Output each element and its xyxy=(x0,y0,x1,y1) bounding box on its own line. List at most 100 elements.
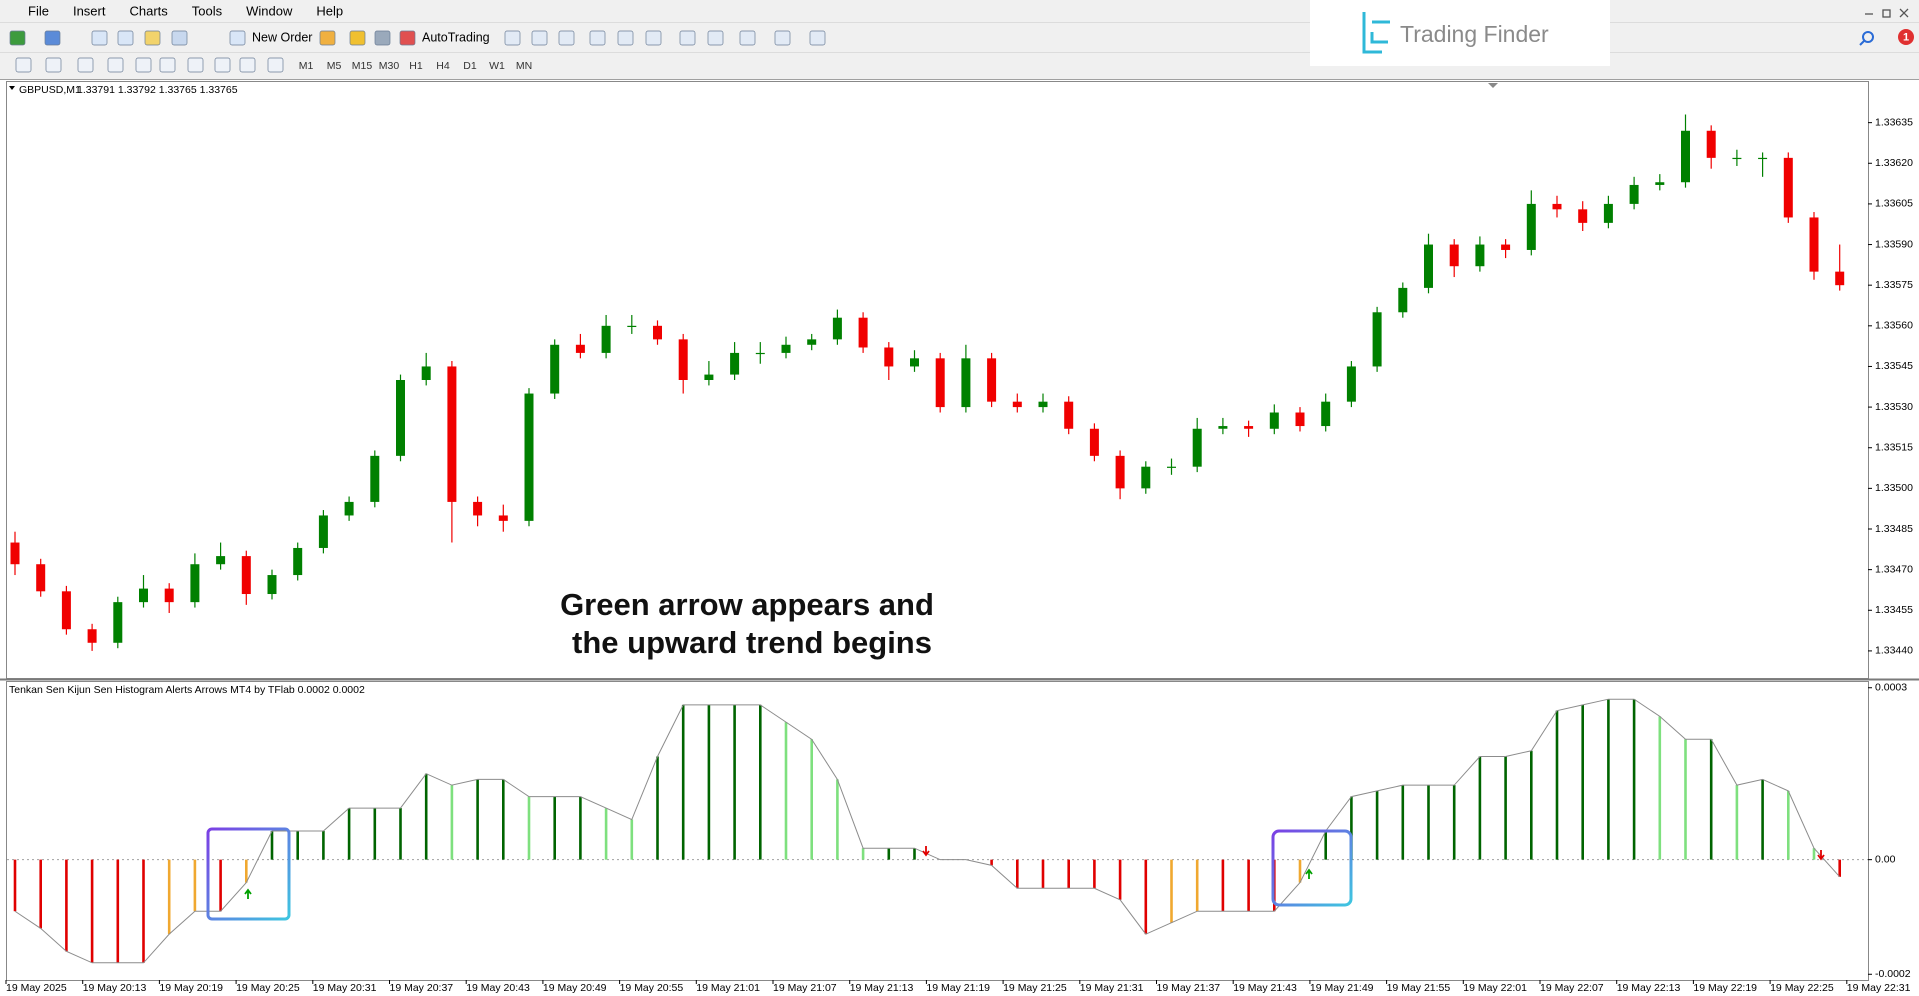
timeframe-button[interactable]: M1 xyxy=(299,60,314,72)
toolbar-icon[interactable] xyxy=(589,30,606,46)
toolbar-icon[interactable] xyxy=(645,30,662,46)
candle-body xyxy=(1038,401,1048,408)
candle-body xyxy=(961,358,971,408)
toolbar-icon[interactable] xyxy=(229,30,246,46)
candle-body xyxy=(293,547,303,576)
toolbar-icon[interactable] xyxy=(9,30,26,46)
x-tick-label: 19 May 22:25 xyxy=(1770,982,1834,994)
toolbar-icon[interactable] xyxy=(144,30,161,46)
menu-item[interactable]: Tools xyxy=(192,3,223,18)
toolbar-icon[interactable] xyxy=(774,30,791,46)
y-tick-label: 1.33500 xyxy=(1875,482,1913,494)
candle-body xyxy=(755,352,765,355)
x-tick-label: 19 May 22:07 xyxy=(1540,982,1604,994)
toolbar-icon[interactable] xyxy=(44,30,61,46)
candle-body xyxy=(1115,455,1125,489)
timeframe-button[interactable]: H1 xyxy=(409,60,423,72)
toolbar-icon[interactable] xyxy=(135,57,152,73)
toolbar-icon[interactable] xyxy=(558,30,575,46)
candle-body xyxy=(1475,244,1485,267)
toolbar-icon[interactable] xyxy=(679,30,696,46)
logo-text: Trading Finder xyxy=(1400,21,1549,47)
toolbar-icon[interactable] xyxy=(187,57,204,73)
toolbar-icon[interactable] xyxy=(504,30,521,46)
candle-body xyxy=(1244,426,1254,429)
menu-item[interactable]: Insert xyxy=(73,3,106,18)
x-tick-label: 19 May 22:31 xyxy=(1847,982,1911,994)
candle-body xyxy=(1706,130,1716,158)
y-tick-label: 1.33515 xyxy=(1875,442,1913,454)
toolbar-icon[interactable] xyxy=(319,30,336,46)
toolbar-icon[interactable] xyxy=(214,57,231,73)
toolbar-icon[interactable] xyxy=(91,30,108,46)
candle-body xyxy=(1449,244,1459,267)
toolbar-icon[interactable] xyxy=(399,30,416,46)
logo-mark xyxy=(1362,12,1390,54)
toolbar-icon[interactable] xyxy=(739,30,756,46)
annotation-line: the upward trend begins xyxy=(572,625,932,660)
toolbar-icon[interactable] xyxy=(171,30,188,46)
candle-body xyxy=(1295,412,1305,427)
candle-body xyxy=(1269,412,1279,429)
candle-body xyxy=(1501,244,1511,250)
timeframe-button[interactable]: MN xyxy=(516,60,532,72)
toolbar-icon[interactable] xyxy=(707,30,724,46)
candle-body xyxy=(1064,401,1074,429)
y-tick-label: 1.33590 xyxy=(1875,238,1913,250)
timeframe-button[interactable]: W1 xyxy=(489,60,505,72)
highlight-box xyxy=(206,827,291,921)
toolbar-icon[interactable] xyxy=(15,57,32,73)
search-and-alerts: 1 xyxy=(1859,29,1914,46)
timeframe-button[interactable]: D1 xyxy=(463,60,477,72)
toolbar-icon[interactable] xyxy=(349,30,366,46)
timeframe-button[interactable]: M15 xyxy=(352,60,373,72)
new-order-button[interactable]: New Order xyxy=(252,30,312,44)
candle-body xyxy=(884,347,894,367)
alert-badge[interactable] xyxy=(1898,29,1914,45)
candle-body xyxy=(935,358,945,408)
toolbar-icon[interactable] xyxy=(107,57,124,73)
timeframe-button[interactable]: H4 xyxy=(436,60,450,72)
candle-body xyxy=(1089,428,1099,456)
close[interactable] xyxy=(1899,8,1909,18)
toolbar-icon[interactable] xyxy=(239,57,256,73)
menu-item[interactable]: File xyxy=(28,3,49,18)
x-tick-label: 19 May 22:01 xyxy=(1463,982,1527,994)
search-icon-handle xyxy=(1859,40,1865,46)
restore[interactable] xyxy=(1882,9,1891,18)
x-tick-label: 19 May 20:25 xyxy=(236,982,300,994)
candle-body xyxy=(267,575,277,595)
menu-item[interactable]: Charts xyxy=(129,3,168,18)
candle-body xyxy=(1681,130,1690,183)
x-tick-label: 19 May 20:43 xyxy=(466,982,530,994)
window-controls xyxy=(1865,8,1909,18)
y-tick-label: 1.33440 xyxy=(1875,645,1913,657)
candle-body xyxy=(1398,287,1408,313)
timeframe-button[interactable]: M5 xyxy=(327,60,342,72)
autotrading-button[interactable]: AutoTrading xyxy=(422,30,490,44)
timeframe-button[interactable]: M30 xyxy=(379,60,400,72)
toolbar-icon[interactable] xyxy=(374,30,391,46)
candle-body xyxy=(1141,466,1151,489)
toolbar-icon[interactable] xyxy=(45,57,62,73)
candle-body xyxy=(1809,217,1819,272)
toolbar-icon[interactable] xyxy=(159,57,176,73)
candle-body xyxy=(61,591,71,630)
toolbar-icon[interactable] xyxy=(267,57,284,73)
toolbar-icon[interactable] xyxy=(531,30,548,46)
menu-item[interactable]: Help xyxy=(316,3,343,18)
toolbar-icon[interactable] xyxy=(809,30,826,46)
candle-body xyxy=(216,556,226,565)
search-icon[interactable] xyxy=(1862,31,1874,43)
candle-body xyxy=(1424,244,1433,288)
x-tick-label: 19 May 21:13 xyxy=(850,982,914,994)
menu-item[interactable]: Window xyxy=(246,3,293,18)
y-tick-label: -0.0002 xyxy=(1875,968,1911,980)
y-tick-label: 1.33605 xyxy=(1875,198,1913,210)
candle-body xyxy=(1167,466,1176,468)
toolbar-icon[interactable] xyxy=(117,30,134,46)
candle-body xyxy=(1012,401,1022,408)
toolbar-icon[interactable] xyxy=(77,57,94,73)
toolbar-icon[interactable] xyxy=(617,30,634,46)
